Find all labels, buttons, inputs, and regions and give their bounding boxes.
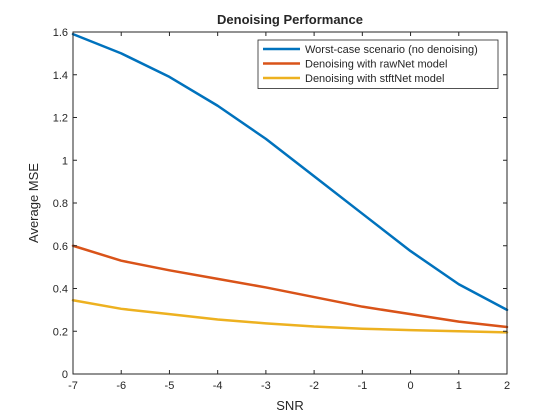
x-tick-label: 0 — [407, 380, 413, 392]
y-tick-label: 1.2 — [53, 113, 68, 125]
x-tick-label: -5 — [165, 380, 175, 392]
x-tick-label: 1 — [456, 380, 462, 392]
x-tick-label: -4 — [213, 380, 223, 392]
x-axis: -7 -6 -5 -4 -3 -2 -1 0 1 2 — [68, 32, 510, 392]
x-axis-label: SNR — [276, 398, 303, 413]
x-tick-label: -3 — [261, 380, 271, 392]
series-line-3 — [71, 299, 509, 334]
x-tick-label: -1 — [357, 380, 367, 392]
y-tick-label: 0.2 — [53, 326, 68, 338]
x-tick-label: -6 — [116, 380, 126, 392]
y-tick-label: 0.6 — [53, 241, 68, 253]
y-tick-label: 1.6 — [53, 27, 68, 39]
series-line-2 — [71, 244, 509, 329]
legend-label-3: Denoising with stftNet model — [305, 73, 444, 85]
y-tick-label: 1.4 — [53, 70, 68, 82]
y-axis-label: Average MSE — [26, 163, 41, 243]
legend: Worst-case scenario (no denoising) Denois… — [257, 39, 499, 89]
y-tick-label: 0.4 — [53, 284, 68, 296]
legend-label-1: Worst-case scenario (no denoising) — [305, 44, 478, 56]
y-axis: 0 0.2 0.4 0.6 0.8 1 1.2 1.4 1.6 — [53, 27, 507, 381]
legend-label-2: Denoising with rawNet model — [305, 59, 447, 71]
x-tick-label: 2 — [504, 380, 510, 392]
y-tick-label: 1 — [62, 155, 68, 167]
y-tick-label: 0.8 — [53, 198, 68, 210]
series-layer — [71, 32, 509, 334]
series-line-1 — [71, 32, 509, 312]
x-tick-label: -7 — [68, 380, 78, 392]
chart-title: Denoising Performance — [217, 12, 363, 27]
y-tick-label: 0 — [62, 369, 68, 381]
x-tick-label: -2 — [309, 380, 319, 392]
